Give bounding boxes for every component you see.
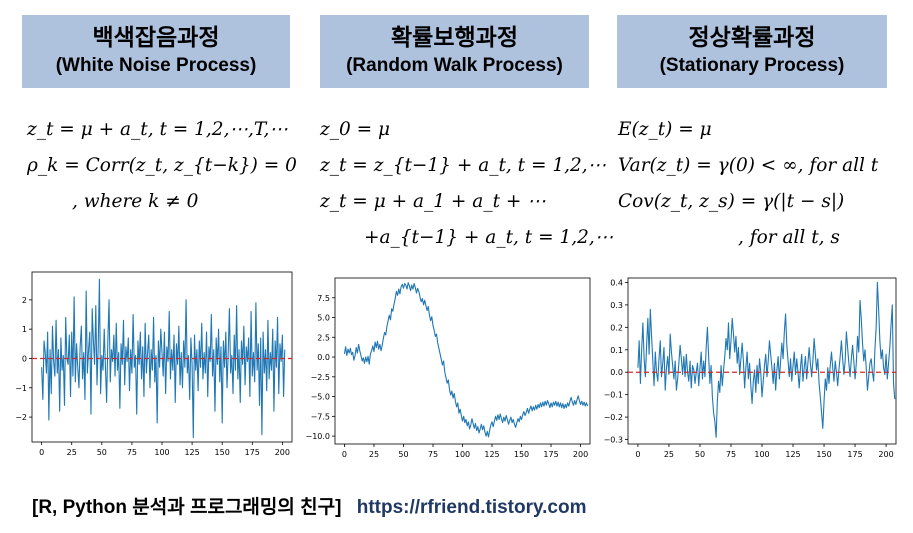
x-tick-label: 125 — [785, 450, 800, 459]
series-line — [41, 278, 286, 439]
panel-title-en: (White Noise Process) — [55, 55, 257, 76]
panel-header-random-walk: 확률보행과정 (Random Walk Process) — [320, 15, 589, 88]
x-tick-label: 200 — [275, 448, 290, 457]
formula-block-random-walk: z_0 = μ z_t = z_{t−1} + a_t, t = 1,2,⋯ z… — [320, 112, 613, 256]
x-tick-label: 75 — [726, 450, 736, 459]
formula-line: E(z_t) = μ — [618, 119, 712, 140]
y-tick-label: −7.5 — [311, 412, 330, 421]
y-tick-label: −1 — [15, 384, 27, 393]
formula-line: , for all t, s — [738, 227, 840, 248]
chart-svg: 0 25 50 75 100 125 150 175 200 −2 −1 0 1 2 — [15, 271, 293, 457]
chart-random-walk: 0 25 50 75 100 125 150 175 200 7.5 5.0 2.5 0.0 −2.5 −5… — [303, 276, 593, 464]
footer-text: [R, Python 분석과 프로그래밍의 친구] — [32, 497, 342, 518]
y-tick-label: 5.0 — [317, 314, 330, 323]
y-tick-label: 2 — [22, 296, 27, 305]
y-tick-label: 0 — [22, 354, 27, 363]
panel-title-ko: 확률보행과정 — [391, 25, 518, 51]
y-tick-label: −2.5 — [311, 373, 330, 382]
x-tick-label: 75 — [127, 448, 137, 457]
formula-line: +a_{t−1} + a_t, t = 1,2,⋯ — [364, 227, 614, 248]
y-tick-label: 1 — [22, 325, 27, 334]
formula-line: , where k ≠ 0 — [72, 191, 199, 212]
x-tick-label: 100 — [455, 450, 470, 459]
x-tick-label: 125 — [184, 448, 199, 457]
panel-header-stationary: 정상확률과정 (Stationary Process) — [617, 15, 887, 88]
x-tick-label: 25 — [67, 448, 77, 457]
x-tick-label: 125 — [484, 450, 499, 459]
formula-block-stationary: E(z_t) = μ Var(z_t) = γ(0) < ∞, for all … — [618, 112, 878, 256]
x-tick-label: 0 — [39, 448, 44, 457]
y-tick-label: 0.2 — [610, 323, 623, 332]
footer: [R, Python 분석과 프로그래밍의 친구] https://rfrien… — [32, 492, 587, 519]
formula-line: z_t = z_{t−1} + a_t, t = 1,2,⋯ — [320, 155, 607, 176]
y-tick-label: 0.3 — [610, 301, 623, 310]
panel-title-ko: 백색잡음과정 — [92, 25, 220, 51]
panel-title-en: (Random Walk Process) — [346, 55, 563, 76]
y-tick-label: 0.4 — [610, 278, 623, 287]
footer-url[interactable]: https://rfriend.tistory.com — [356, 497, 587, 518]
x-tick-label: 175 — [543, 450, 558, 459]
x-tick-label: 150 — [215, 448, 230, 457]
x-tick-label: 50 — [695, 450, 705, 459]
y-tick-label: 0.1 — [610, 346, 623, 355]
formula-line: Cov(z_t, z_s) = γ(|t − s|) — [618, 191, 845, 212]
x-tick-label: 50 — [97, 448, 107, 457]
y-tick-label: 7.5 — [317, 294, 330, 303]
formula-line: z_0 = μ — [320, 119, 391, 140]
y-tick-label: −10.0 — [305, 432, 330, 441]
x-tick-label: 200 — [878, 450, 893, 459]
series-line — [343, 282, 589, 438]
formula-line: ρ_k = Corr(z_t, z_{t−k}) = 0 — [27, 155, 297, 176]
formula-line: Var(z_t) = γ(0) < ∞, for all t — [618, 155, 879, 176]
x-tick-label: 25 — [664, 450, 674, 459]
y-tick-label: −2 — [15, 413, 27, 422]
y-tick-label: 0.0 — [610, 368, 623, 377]
y-tick-label: 0.0 — [317, 353, 330, 362]
y-tick-label: −0.3 — [604, 436, 623, 445]
panel-header-white-noise: 백색잡음과정 (White Noise Process) — [22, 15, 290, 88]
x-tick-label: 200 — [573, 450, 588, 459]
formula-line: z_t = μ + a_t, t = 1,2,⋯,T,⋯ — [27, 119, 288, 140]
x-tick-label: 50 — [398, 450, 408, 459]
x-tick-label: 150 — [816, 450, 831, 459]
chart-stationary: 0 25 50 75 100 125 150 175 200 0.4 0.3 0.2 0.1 0.0 −0.… — [600, 276, 900, 464]
x-tick-label: 175 — [245, 448, 260, 457]
formula-line: z_t = μ + a_1 + a_t + ⋯ — [320, 191, 546, 212]
series-line — [637, 281, 896, 438]
x-tick-label: 75 — [428, 450, 438, 459]
x-tick-label: 150 — [514, 450, 529, 459]
chart-white-noise: 0 25 50 75 100 125 150 175 200 −2 −1 0 1 2 — [10, 270, 295, 462]
x-tick-label: 0 — [635, 450, 640, 459]
x-tick-label: 100 — [154, 448, 169, 457]
chart-svg: 0 25 50 75 100 125 150 175 200 0.4 0.3 0.2 0.1 0.0 −0.… — [604, 277, 897, 459]
y-tick-label: 2.5 — [317, 333, 330, 342]
x-tick-label: 0 — [342, 450, 347, 459]
y-tick-label: −0.1 — [604, 391, 623, 400]
formula-block-white-noise: z_t = μ + a_t, t = 1,2,⋯,T,⋯ ρ_k = Corr(… — [27, 112, 297, 220]
x-tick-label: 25 — [369, 450, 379, 459]
y-tick-label: −0.2 — [604, 413, 623, 422]
x-tick-label: 100 — [754, 450, 769, 459]
x-tick-label: 175 — [847, 450, 862, 459]
panel-title-ko: 정상확률과정 — [688, 25, 816, 51]
panel-title-en: (Stationary Process) — [659, 55, 845, 76]
y-tick-label: −5.0 — [311, 393, 330, 402]
chart-svg: 0 25 50 75 100 125 150 175 200 7.5 5.0 2.5 0.0 −2.5 −5… — [305, 277, 591, 459]
